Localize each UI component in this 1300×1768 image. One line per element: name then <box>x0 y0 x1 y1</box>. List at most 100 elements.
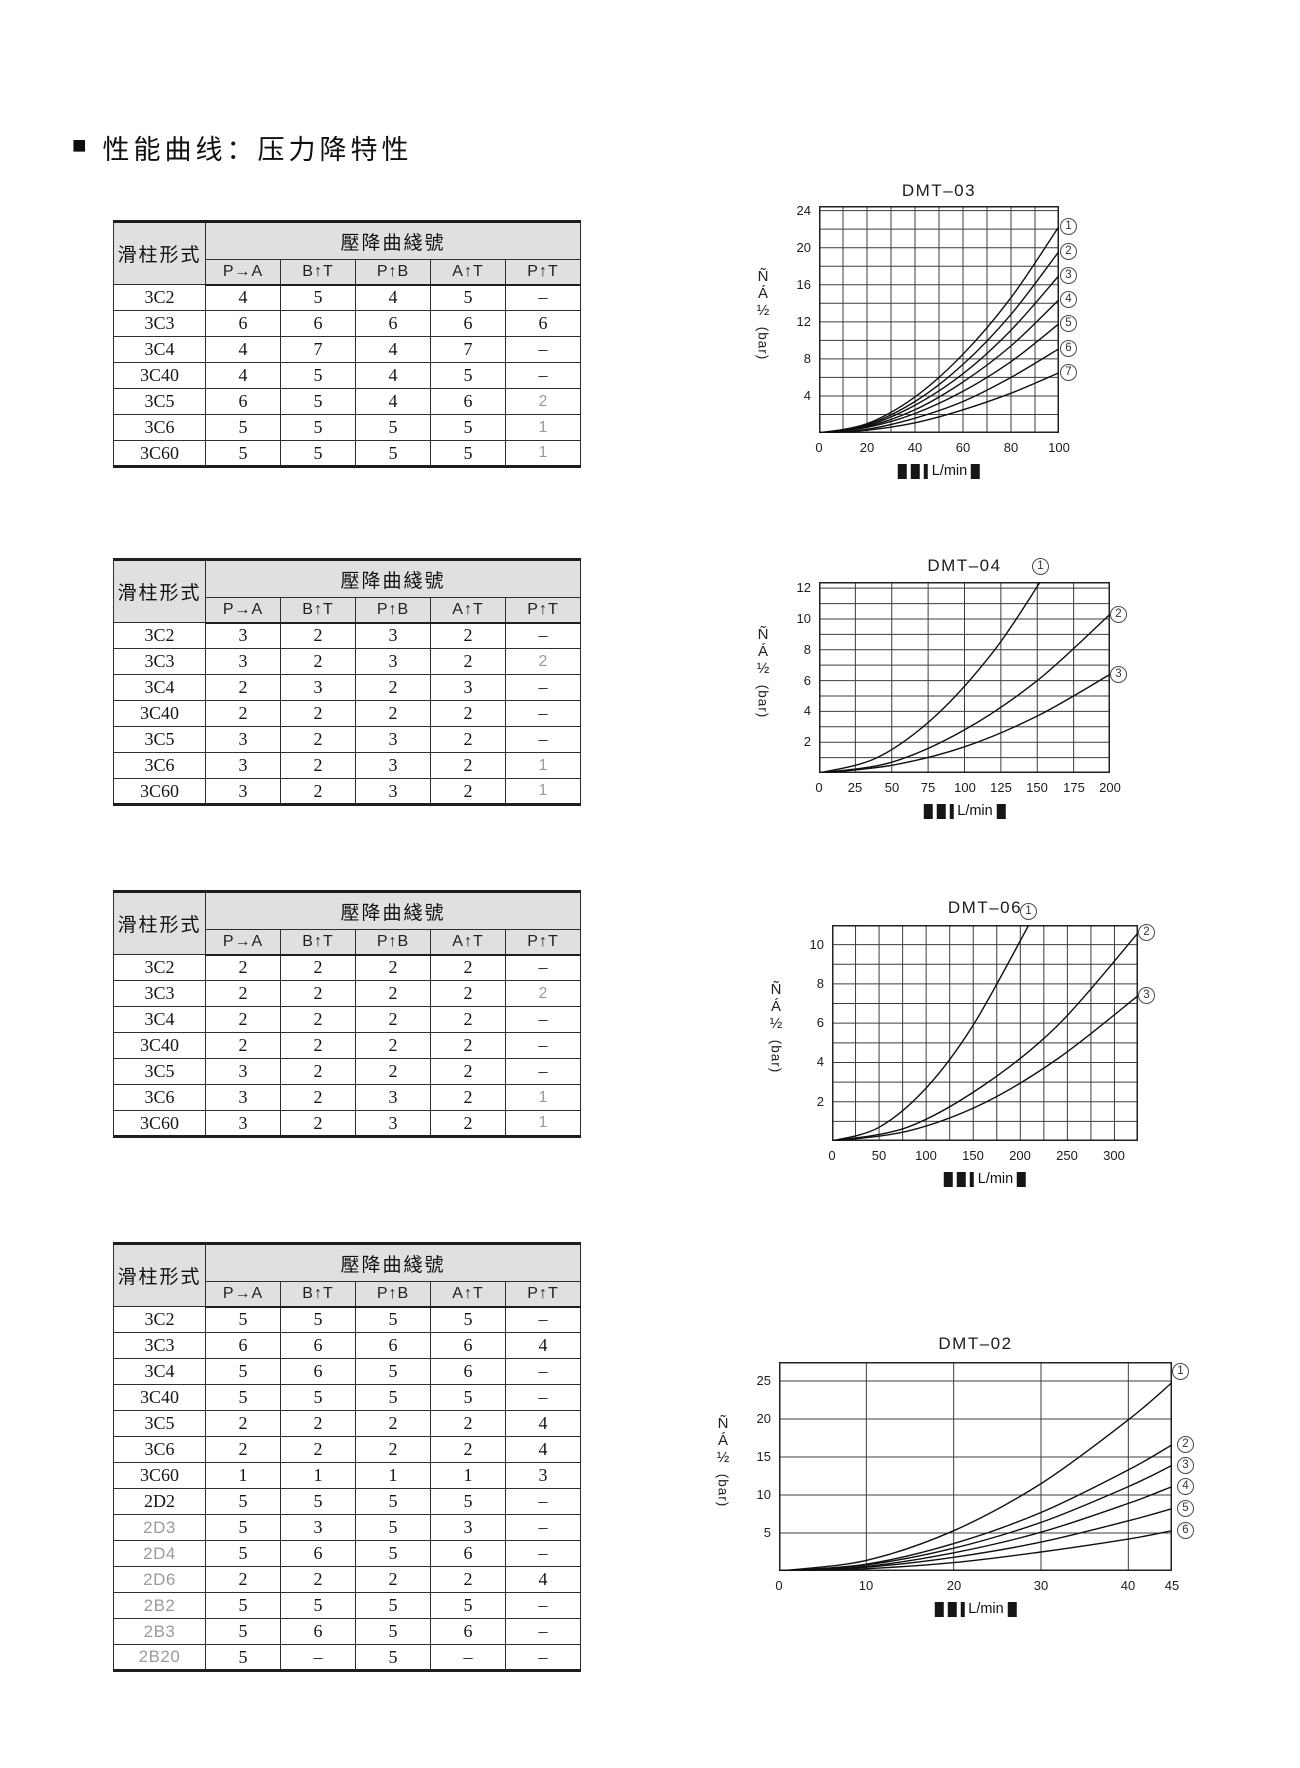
flow-path-header: P↑T <box>505 597 581 624</box>
curve-number-cell: 2 <box>205 1410 281 1437</box>
curve-number-cell: 5 <box>205 1618 281 1645</box>
curve-number-cell: 2 <box>205 700 281 727</box>
y-tick-label: 8 <box>803 642 811 657</box>
curve-number-cell: 6 <box>355 310 431 337</box>
chart-plot-area <box>819 206 1059 433</box>
curve-number-cell: 5 <box>205 1358 281 1385</box>
missing-glyph-block <box>910 463 920 479</box>
curve-number-cell: 3 <box>355 622 431 649</box>
curve-number-cell: 5 <box>205 1592 281 1619</box>
pressure-drop-curve-1 <box>819 582 1041 773</box>
flow-path-header: P↑B <box>355 259 431 286</box>
table-row: 3C3 3 2 3 2 2 <box>113 648 581 675</box>
curve-number-cell: 2 <box>205 1566 281 1593</box>
curve-number-cell: – <box>505 1006 581 1033</box>
spool-type-cell: 3C3 <box>113 310 206 337</box>
curve-number-cell: 5 <box>280 440 356 467</box>
y-tick-label: 20 <box>796 240 811 255</box>
curve-number-cell: 2 <box>205 954 281 981</box>
curve-number-cell: 1 <box>505 752 581 779</box>
spool-type-cell: 3C60 <box>113 778 206 805</box>
flow-path-header: P→A <box>205 1281 281 1308</box>
curve-number-cell: – <box>505 1488 581 1515</box>
flow-path-header: B↑T <box>280 929 356 956</box>
curve-number-cell: 1 <box>505 440 581 467</box>
curve-number-cell: 2 <box>430 622 506 649</box>
chart-plot-area <box>779 1362 1172 1571</box>
curve-number-cell: 5 <box>430 1384 506 1411</box>
flow-path-header: A↑T <box>430 597 506 624</box>
chart-plot-area <box>832 925 1138 1141</box>
curve-number-cell: 5 <box>355 1540 431 1567</box>
x-tick-label: 10 <box>858 1578 874 1593</box>
table-row: 3C2 5 5 5 5– <box>113 1306 581 1333</box>
y-axis-label: Ñ Á ½ (bar) <box>758 981 794 1073</box>
pressure-drop-curve-6 <box>819 348 1059 433</box>
table-row: 3C40 5 5 5 5– <box>113 1384 581 1411</box>
curve-number-badge: 2 <box>1177 1436 1194 1453</box>
curve-number-cell: 7 <box>280 336 356 363</box>
spool-type-header: 滑柱形式 <box>113 559 206 623</box>
y-axis-label: Ñ Á ½ (bar) <box>745 268 781 360</box>
curve-number-cell: 2 <box>280 752 356 779</box>
curve-number-cell: 2 <box>355 954 431 981</box>
curve-number-cell: 5 <box>355 1514 431 1541</box>
y-axis-unit: (bar) <box>755 326 771 361</box>
curve-number-cell: 6 <box>280 1332 356 1359</box>
curve-number-cell: 4 <box>355 362 431 389</box>
curve-number-cell: 3 <box>355 648 431 675</box>
curve-number-group-header: 壓降曲綫號 <box>205 891 581 930</box>
x-tick-label: 200 <box>1099 780 1121 795</box>
spool-type-cell: 3C60 <box>113 440 206 467</box>
spool-type-cell: 3C6 <box>113 752 206 779</box>
table-row: 3C6 2 2 2 2 4 <box>113 1436 581 1463</box>
y-tick-label: 10 <box>809 937 824 952</box>
curve-number-cell: 5 <box>205 1488 281 1515</box>
curve-number-cell: 1 <box>505 1110 581 1137</box>
curve-number-cell: 2 <box>355 1410 431 1437</box>
x-axis-label: L/min <box>943 1171 1027 1187</box>
curve-number-cell: 5 <box>355 414 431 441</box>
pressure-drop-curve-3 <box>832 995 1138 1141</box>
x-tick-label: 20 <box>859 440 875 455</box>
spool-type-cell: 3C3 <box>113 980 206 1007</box>
curve-number-cell: – <box>505 1306 581 1333</box>
curve-number-cell: 2 <box>430 1084 506 1111</box>
pressure-drop-curve-3 <box>819 673 1110 773</box>
curve-number-cell: – <box>505 726 581 753</box>
curve-number-cell: 2 <box>205 980 281 1007</box>
curve-number-cell: – <box>505 1384 581 1411</box>
curve-number-cell: 6 <box>430 1358 506 1385</box>
pressure-drop-table-dmt06: 滑柱形式 壓降曲綫號 P→A B↑T P↑B A↑T P↑T 3C2 2 2 2 2–3C3 2 2 2 2 2… <box>113 890 581 1138</box>
missing-glyph-block <box>960 1601 965 1617</box>
table-row: 3C4 4 7 4 7– <box>113 336 581 363</box>
curve-number-cell: 5 <box>355 1384 431 1411</box>
y-tick-label: 2 <box>816 1094 824 1109</box>
table-row: 3C60 3 2 3 2 1 <box>113 778 581 805</box>
curve-number-cell: 1 <box>280 1462 356 1489</box>
flow-unit-text: L/min <box>931 463 968 479</box>
curve-number-cell: – <box>505 1032 581 1059</box>
curve-number-cell: 5 <box>355 1592 431 1619</box>
page-title-text: 性能曲线：压力降特性 <box>102 135 413 165</box>
table-row: 3C5 3 2 2 2– <box>113 1058 581 1085</box>
pressure-drop-curve-3 <box>779 1464 1172 1571</box>
curve-number-cell: 7 <box>430 336 506 363</box>
curve-number-cell: 5 <box>280 388 356 415</box>
x-tick-label: 80 <box>1003 440 1019 455</box>
curve-number-group-header: 壓降曲綫號 <box>205 1243 581 1282</box>
curve-number-cell: 5 <box>430 414 506 441</box>
pressure-drop-curve-4 <box>819 299 1059 433</box>
pressure-drop-curve-1 <box>779 1381 1172 1571</box>
x-tick-label: 150 <box>1026 780 1048 795</box>
curve-number-cell: – <box>280 1644 356 1671</box>
y-tick-label: 8 <box>803 351 811 366</box>
curve-number-cell: 5 <box>430 1306 506 1333</box>
curve-number-cell: – <box>430 1644 506 1671</box>
curve-number-cell: 2 <box>430 1110 506 1137</box>
missing-glyph-block <box>936 803 946 819</box>
curve-number-cell: 6 <box>430 388 506 415</box>
curve-number-cell: 5 <box>280 1306 356 1333</box>
curve-number-cell: 2 <box>280 1566 356 1593</box>
missing-glyph-block <box>1007 1601 1017 1617</box>
